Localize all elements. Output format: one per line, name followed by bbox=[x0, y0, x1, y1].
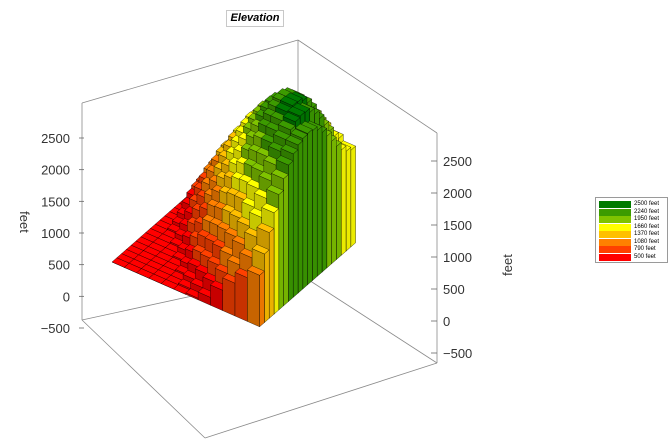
legend-label: 2240 feet bbox=[634, 208, 660, 215]
surface-bar-face bbox=[317, 125, 323, 277]
surface-bar-face bbox=[277, 120, 296, 131]
surface-bar-face bbox=[280, 144, 299, 155]
legend-label: 1660 feet bbox=[634, 223, 660, 230]
surface-bar-face bbox=[256, 222, 275, 233]
surface-bar-face bbox=[285, 135, 304, 146]
surface-bar-face bbox=[326, 131, 332, 269]
surface-bar-face bbox=[279, 95, 298, 106]
surface-bar-face bbox=[261, 202, 280, 214]
legend: 2500 feet 2240 feet 1950 feet 1660 feet 1370… bbox=[595, 197, 668, 263]
surface-bar-face bbox=[270, 168, 289, 179]
right-tick-label: 1500 bbox=[443, 218, 472, 233]
legend-label: 790 feet bbox=[634, 246, 656, 252]
surface-bar-face bbox=[321, 128, 327, 273]
frame-edge bbox=[297, 272, 438, 364]
surface-bar-face bbox=[275, 155, 294, 166]
legend-swatch bbox=[599, 216, 631, 223]
right-tick-label: 1000 bbox=[443, 250, 472, 265]
surface-bar-face bbox=[222, 277, 236, 317]
frame-edge bbox=[81, 319, 206, 439]
legend-swatch bbox=[599, 208, 631, 216]
surface-bar-face bbox=[234, 272, 248, 322]
surface-bar-face bbox=[294, 123, 313, 134]
left-tick-label: 500 bbox=[48, 258, 70, 273]
surface-bar-face bbox=[269, 228, 275, 319]
legend-swatch bbox=[599, 223, 631, 231]
surface-bar-face bbox=[307, 128, 313, 286]
axes-labels: 2500 2000 1500 1000 500 0 −500 2500 2000 1500 1000… bbox=[17, 131, 515, 361]
surface-bar-face bbox=[312, 126, 318, 281]
right-tick-label: 2000 bbox=[443, 186, 472, 201]
legend-swatch bbox=[599, 201, 631, 208]
surface-bar-face bbox=[302, 133, 308, 290]
left-tick-label: 1500 bbox=[41, 194, 70, 209]
left-tick-label: 0 bbox=[63, 289, 70, 304]
right-tick-label: 500 bbox=[443, 282, 465, 297]
surface-bar-face bbox=[259, 270, 265, 328]
surface-bar-face bbox=[246, 265, 265, 276]
surface-bar-face bbox=[247, 269, 260, 328]
legend-label: 1950 feet bbox=[634, 216, 660, 222]
legend-swatch bbox=[599, 231, 631, 238]
left-axis-label: feet bbox=[17, 211, 32, 233]
legend-label: 2500 feet bbox=[634, 201, 660, 207]
axis-box bbox=[81, 39, 438, 439]
legend-label: 1080 feet bbox=[634, 238, 660, 245]
frame-edge bbox=[297, 39, 438, 134]
legend-swatch bbox=[599, 253, 631, 261]
right-tick-label: 0 bbox=[443, 314, 450, 329]
surface-bar-face bbox=[278, 190, 284, 311]
surface-bars bbox=[111, 87, 356, 328]
legend-label: 1370 feet bbox=[634, 231, 660, 237]
surface-bar-face bbox=[273, 208, 279, 315]
surface-bar-face bbox=[350, 145, 356, 248]
chart-title: Elevation bbox=[226, 10, 284, 27]
surface-bar-face bbox=[288, 160, 294, 302]
left-tick-label: 1000 bbox=[41, 226, 70, 241]
surface-bar-face bbox=[283, 174, 289, 307]
right-axis-label: feet bbox=[500, 254, 515, 276]
right-tick-label: −500 bbox=[443, 346, 472, 361]
surface-bar-face bbox=[345, 146, 351, 252]
surface-bar-face bbox=[290, 128, 308, 139]
legend-swatch bbox=[599, 246, 631, 253]
surface-bar-face bbox=[331, 136, 337, 265]
surface-bar-face bbox=[341, 145, 347, 256]
surface-bar-face bbox=[251, 244, 270, 255]
left-tick-label: 2500 bbox=[41, 131, 70, 146]
surface-bar-face bbox=[297, 140, 303, 294]
right-tick-label: 2500 bbox=[443, 154, 472, 169]
surface-bar-face bbox=[293, 149, 299, 298]
left-tick-label: −500 bbox=[41, 321, 70, 336]
frame-edge bbox=[204, 362, 438, 439]
surface-bar-face bbox=[264, 249, 270, 323]
surface-bar-face bbox=[336, 141, 342, 260]
surface-bar-face bbox=[287, 106, 306, 117]
surface-bar-face bbox=[282, 111, 301, 123]
legend-swatch bbox=[599, 238, 631, 246]
legend-label: 500 feet bbox=[634, 253, 656, 260]
frame-edge bbox=[81, 39, 299, 104]
surface-bar-face bbox=[266, 184, 284, 195]
left-tick-label: 2000 bbox=[41, 163, 70, 178]
